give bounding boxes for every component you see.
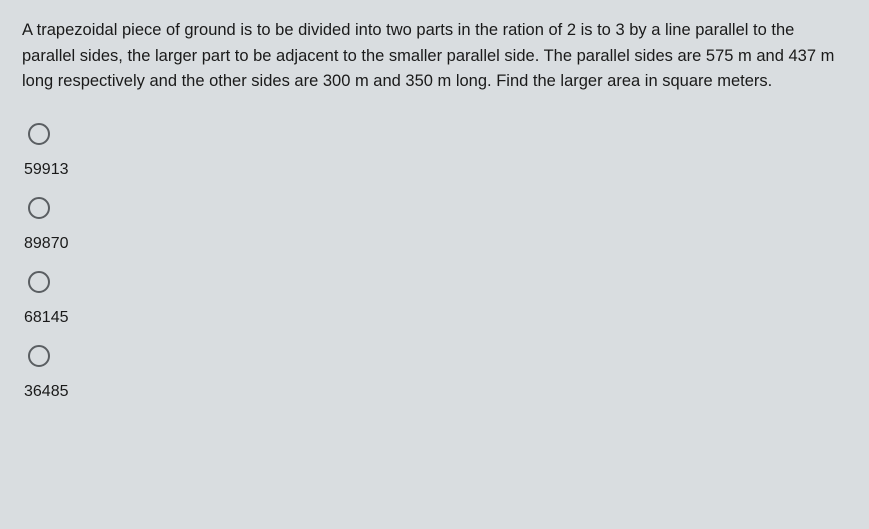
option-group: 36485 bbox=[22, 345, 847, 401]
option-label: 36485 bbox=[24, 383, 847, 401]
radio-option-3[interactable] bbox=[28, 271, 50, 293]
option-label: 68145 bbox=[24, 309, 847, 327]
radio-option-4[interactable] bbox=[28, 345, 50, 367]
radio-option-2[interactable] bbox=[28, 197, 50, 219]
option-group: 59913 bbox=[22, 123, 847, 179]
question-text: A trapezoidal piece of ground is to be d… bbox=[22, 18, 847, 95]
option-label: 89870 bbox=[24, 235, 847, 253]
radio-option-1[interactable] bbox=[28, 123, 50, 145]
option-label: 59913 bbox=[24, 161, 847, 179]
options-container: 59913 89870 68145 36485 bbox=[22, 123, 847, 419]
option-group: 68145 bbox=[22, 271, 847, 327]
option-group: 89870 bbox=[22, 197, 847, 253]
